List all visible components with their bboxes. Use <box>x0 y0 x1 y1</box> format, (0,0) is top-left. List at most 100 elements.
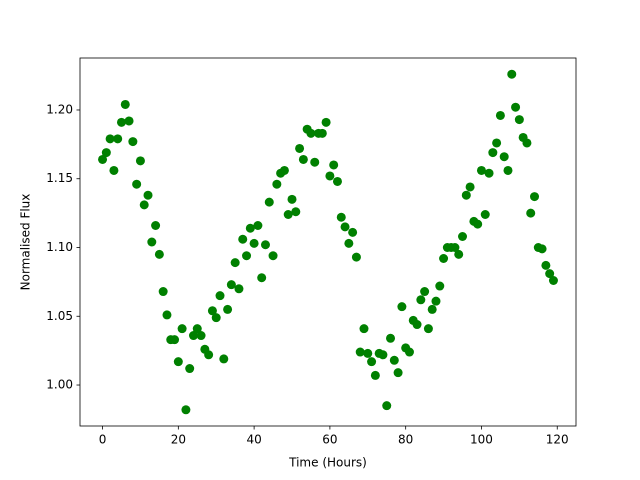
data-point <box>245 223 255 233</box>
data-point <box>204 350 214 360</box>
data-point <box>143 190 153 200</box>
data-point <box>367 357 377 367</box>
data-point <box>541 260 551 270</box>
data-point <box>488 148 498 158</box>
y-tick-label: 1.05 <box>46 309 73 323</box>
data-point <box>386 333 396 343</box>
y-axis-label: Normalised Flux <box>19 194 33 291</box>
data-point <box>98 154 108 164</box>
data-point <box>230 258 240 268</box>
data-point <box>344 238 354 248</box>
data-point <box>158 287 168 297</box>
data-point <box>545 269 555 279</box>
data-point <box>351 252 361 262</box>
data-point <box>211 313 221 323</box>
data-point <box>476 165 486 175</box>
data-point <box>207 306 217 316</box>
x-tick-label: 0 <box>99 433 107 447</box>
data-point <box>412 320 422 330</box>
data-point <box>238 234 248 244</box>
y-tick-label: 1.00 <box>46 378 73 392</box>
data-point <box>382 401 392 411</box>
data-point <box>291 207 301 217</box>
data-point <box>514 115 524 125</box>
data-point <box>423 324 433 334</box>
data-point <box>317 128 327 138</box>
y-tick-label: 1.15 <box>46 171 73 185</box>
data-point <box>101 148 111 158</box>
data-point <box>454 249 464 259</box>
data-point <box>359 324 369 334</box>
data-point <box>306 128 316 138</box>
data-point <box>427 304 437 314</box>
x-tick-label: 120 <box>546 433 569 447</box>
data-point <box>522 138 532 148</box>
data-point <box>151 220 161 230</box>
x-axis-label: Time (Hours) <box>288 456 367 470</box>
y-tick-label: 1.20 <box>46 102 73 116</box>
data-point <box>420 287 430 297</box>
data-point <box>431 296 441 306</box>
data-point <box>188 331 198 341</box>
data-point <box>340 222 350 232</box>
data-point <box>363 348 373 358</box>
data-point <box>503 165 513 175</box>
data-point <box>185 364 195 374</box>
data-point <box>325 171 335 181</box>
data-point <box>393 368 403 378</box>
data-point <box>389 355 399 365</box>
data-point <box>226 280 236 290</box>
data-point <box>348 227 358 237</box>
data-point <box>526 208 536 218</box>
data-point <box>492 138 502 148</box>
data-point <box>321 117 331 127</box>
data-point <box>109 165 119 175</box>
data-point <box>310 157 320 167</box>
data-point <box>336 212 346 222</box>
data-point <box>480 209 490 219</box>
data-point <box>139 200 149 210</box>
data-point <box>260 240 270 250</box>
data-point <box>196 331 206 341</box>
data-point <box>530 192 540 202</box>
y-tick-label: 1.10 <box>46 240 73 254</box>
data-point <box>132 179 142 189</box>
data-point <box>511 102 521 112</box>
data-point <box>219 354 229 364</box>
data-point <box>332 176 342 186</box>
data-point <box>223 304 233 314</box>
data-point <box>264 197 274 207</box>
data-point <box>147 237 157 247</box>
data-point <box>499 152 509 162</box>
data-point <box>537 244 547 254</box>
data-point <box>287 194 297 204</box>
data-point <box>253 220 263 230</box>
data-point <box>548 276 558 286</box>
data-point <box>507 69 517 79</box>
data-point <box>173 357 183 367</box>
data-point <box>268 251 278 261</box>
data-point <box>484 168 494 178</box>
data-point <box>329 160 339 170</box>
data-point <box>177 324 187 334</box>
data-point <box>154 249 164 259</box>
data-point <box>378 350 388 360</box>
data-point <box>495 110 505 120</box>
x-tick-label: 20 <box>171 433 186 447</box>
x-tick-label: 60 <box>322 433 337 447</box>
data-point <box>283 209 293 219</box>
data-point <box>279 165 289 175</box>
data-point <box>113 134 123 144</box>
data-point <box>355 347 365 357</box>
data-point <box>473 219 483 229</box>
data-point <box>435 281 445 291</box>
data-point <box>450 243 460 253</box>
data-point <box>397 302 407 312</box>
data-point <box>249 238 259 248</box>
data-point <box>416 295 426 305</box>
data-point <box>404 347 414 357</box>
data-point <box>257 273 267 283</box>
data-point <box>120 99 130 109</box>
x-tick-label: 100 <box>470 433 493 447</box>
